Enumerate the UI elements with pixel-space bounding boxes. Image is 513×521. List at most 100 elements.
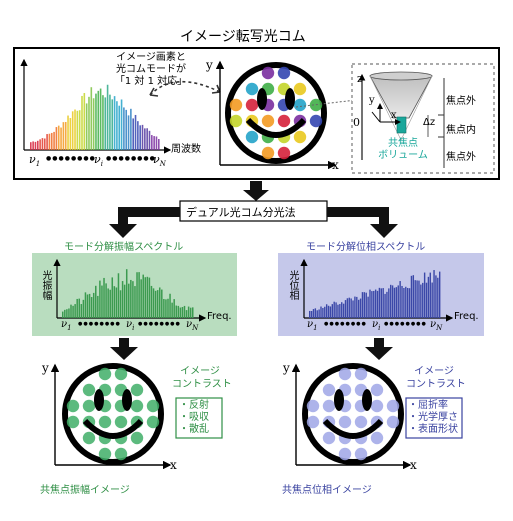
amplitude-bar — [109, 289, 111, 318]
amplitude-bar — [115, 287, 118, 318]
down-arrow-icon — [365, 347, 393, 360]
pixel-dot — [245, 82, 259, 96]
phase-bar — [361, 292, 364, 318]
phase-bar — [429, 272, 431, 318]
confocal-volume-label: 共焦点 ボリューム — [378, 138, 428, 161]
rainbow-bar — [153, 136, 155, 150]
phase-bar — [371, 291, 373, 318]
top-dots-right: ●●●●●●●● — [106, 155, 156, 162]
pixel-dot — [354, 447, 368, 461]
amplitude-bar — [138, 272, 140, 318]
pixel-dot — [322, 431, 336, 445]
phase-bar — [376, 290, 379, 318]
phase-bar — [412, 275, 415, 318]
amplitude-contrast-heading: イメージ コントラスト — [172, 366, 232, 390]
pixel-dot — [261, 146, 275, 160]
rainbow-bar — [158, 139, 160, 150]
rainbow-bar — [127, 115, 130, 150]
amplitude-image-caption: 共焦点振幅イメージ — [40, 485, 130, 496]
rainbow-bar — [151, 135, 153, 150]
amplitude-bar — [142, 274, 144, 318]
phase-bar — [335, 302, 337, 318]
phase-bar — [369, 289, 371, 318]
rainbow-bar — [120, 99, 123, 150]
amplitude-bar — [97, 295, 99, 318]
amplitude-contrast-list: ・反射 ・吸収 ・散乱 — [179, 400, 209, 435]
amplitude-bar — [148, 277, 151, 318]
phase-bar — [316, 310, 318, 318]
phase-bar — [386, 291, 388, 318]
phase-bar — [357, 299, 360, 318]
pixel-dot — [261, 114, 275, 128]
amplitude-bar — [130, 279, 132, 318]
rainbow-bar — [41, 138, 44, 150]
pixel-dot — [338, 415, 352, 429]
amplitude-bar — [158, 287, 161, 318]
phase-bar — [359, 298, 362, 318]
amplitude-bar — [187, 306, 190, 318]
phase-bar — [320, 306, 322, 318]
amplitude-smiley-chart — [50, 363, 172, 470]
pixel-dot — [130, 399, 144, 413]
pixel-dot — [322, 399, 336, 413]
top-smiley-chart — [215, 60, 337, 170]
amplitude-bar — [66, 309, 68, 318]
focal-volume-diagram — [358, 71, 445, 168]
phase-bar — [393, 287, 396, 318]
rainbow-bar — [137, 121, 139, 150]
pixel-dot — [293, 130, 307, 144]
focal-outside-top: 焦点外 — [446, 96, 476, 107]
pixel-dot — [370, 383, 384, 397]
phase-x-label: Freq. — [454, 311, 479, 322]
pixel-dot — [98, 367, 112, 381]
rainbow-bar — [113, 96, 116, 150]
pixel-dot — [370, 431, 384, 445]
phase-bar — [437, 277, 439, 318]
rainbow-bar — [134, 114, 137, 150]
phase-bar — [363, 292, 366, 318]
pixel-dot — [293, 82, 307, 96]
amplitude-bar — [117, 273, 120, 318]
amplitude-bar — [173, 299, 175, 318]
rainbow-bar — [132, 118, 134, 150]
amp-nu1: ν1 — [61, 319, 72, 332]
rainbow-bar — [111, 99, 114, 150]
phase-bar — [418, 280, 420, 318]
top-smiley-x-label: x — [332, 158, 339, 172]
focal-delta-z: Δz — [423, 117, 436, 128]
amplitude-bar — [82, 299, 85, 318]
amplitude-bar — [140, 279, 142, 318]
phase-dots-right: ●●●●●●●● — [384, 321, 427, 327]
phase-bar — [318, 309, 320, 318]
focal-z-label: z — [357, 72, 363, 85]
amplitude-bar — [92, 292, 95, 318]
amplitude-bar — [70, 304, 72, 318]
amplitude-bar — [165, 299, 167, 318]
amplitude-contrast-box — [175, 397, 223, 439]
phase-bar — [352, 300, 354, 318]
rainbow-bar — [36, 140, 39, 150]
smiley-face-icon — [62, 363, 164, 465]
amplitude-bar — [179, 307, 182, 318]
amplitude-bar — [74, 304, 76, 318]
amplitude-bar — [64, 309, 66, 318]
rainbow-bar — [118, 105, 121, 150]
pixel-dot — [114, 367, 128, 381]
phase-bar — [310, 310, 313, 318]
rainbow-bar — [46, 134, 48, 150]
amplitude-bar — [103, 277, 105, 318]
amplitude-bar — [169, 293, 171, 318]
pixel-dot — [245, 130, 259, 144]
pixel-dot — [306, 399, 320, 413]
amplitude-bar — [132, 281, 134, 318]
phase-bar — [408, 288, 411, 318]
phase-bar — [416, 280, 418, 318]
focal-y-label: y — [369, 95, 375, 106]
phase-bar — [427, 276, 430, 318]
phase-nu1: ν1 — [307, 319, 318, 332]
branch-arrow-icon — [109, 207, 398, 238]
amplitude-bar — [146, 276, 149, 318]
phase-bar — [339, 304, 341, 318]
amplitude-bar — [175, 305, 177, 318]
pixel-dot — [354, 415, 368, 429]
